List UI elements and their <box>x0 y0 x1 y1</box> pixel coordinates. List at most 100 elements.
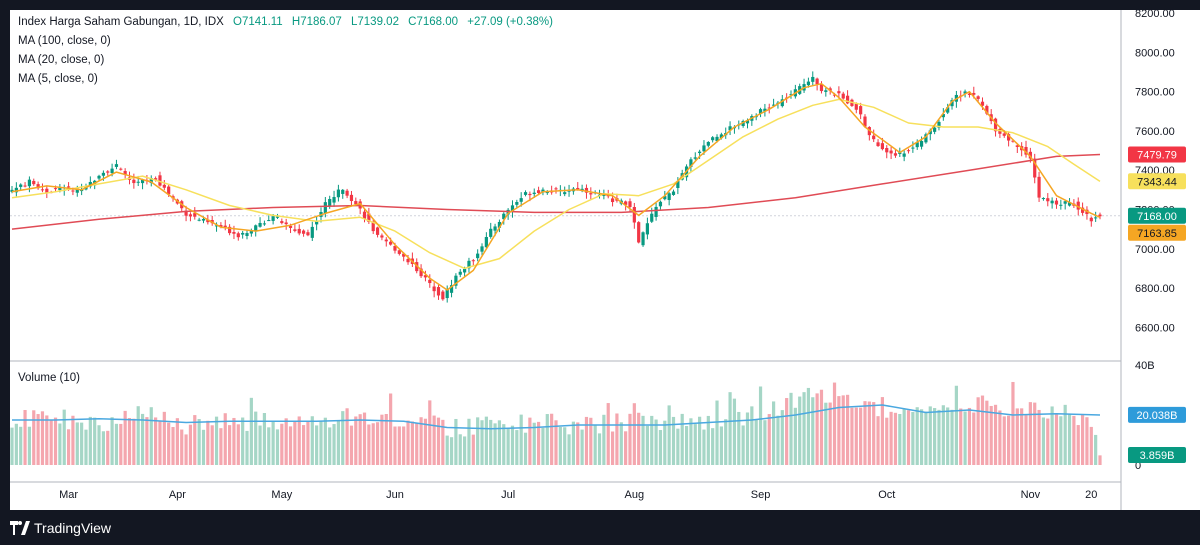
volume-bar <box>667 405 671 465</box>
volume-bar <box>171 426 175 465</box>
volume-bar <box>911 411 915 465</box>
volume-bar <box>584 416 589 465</box>
ma100-legend[interactable]: MA (100, close, 0) <box>18 35 111 47</box>
candle-body <box>393 245 397 251</box>
volume-bar <box>915 407 919 465</box>
candle-body <box>1063 201 1067 204</box>
volume-bar <box>1098 455 1102 465</box>
volume-bar <box>785 398 789 465</box>
volume-bar <box>693 424 697 465</box>
candle-body <box>428 279 432 284</box>
candle-body <box>602 194 606 196</box>
volume-bar <box>423 418 428 465</box>
candle-body <box>628 201 632 207</box>
volume-bar <box>341 411 345 465</box>
volume-bar <box>149 407 153 465</box>
volume-bar <box>1085 417 1089 465</box>
volume-bar <box>1050 406 1054 465</box>
volume-bar <box>262 413 267 465</box>
time-tick-label: Apr <box>169 489 186 501</box>
close-value: C7168.00 <box>408 16 459 28</box>
candle-body <box>676 180 680 188</box>
candle-body <box>711 137 715 141</box>
candle-body <box>280 221 284 224</box>
volume-bar <box>23 409 27 465</box>
candle-body <box>741 121 745 127</box>
candle-body <box>188 214 193 217</box>
candle-body <box>14 187 18 193</box>
candle-body <box>293 229 297 231</box>
candle-body <box>454 275 458 286</box>
volume-bar <box>767 414 771 465</box>
volume-bar <box>715 400 719 465</box>
volume-bar <box>1037 409 1041 465</box>
volume-bar <box>284 418 288 465</box>
volume-bar <box>898 413 902 465</box>
volume-bar <box>454 418 458 465</box>
volume-bar <box>832 382 837 465</box>
candle-body <box>1094 217 1098 219</box>
volume-bar <box>406 420 410 465</box>
volume-bar <box>197 419 201 465</box>
volume-bar <box>654 419 658 465</box>
ma20-legend[interactable]: MA (20, close, 0) <box>18 54 105 66</box>
volume-bar <box>328 427 332 465</box>
volume-bar <box>632 403 636 465</box>
volume-bar <box>732 398 737 465</box>
volume-bar <box>110 417 114 465</box>
candle-body <box>362 211 367 219</box>
candle-body <box>719 134 723 139</box>
volume-bar <box>698 416 702 465</box>
volume-bar <box>776 415 780 465</box>
tradingview-logo[interactable]: TradingView <box>10 518 111 538</box>
ma5-legend[interactable]: MA (5, close, 0) <box>18 73 98 85</box>
volume-bar <box>275 429 280 465</box>
candle-body <box>941 114 945 118</box>
volume-bar <box>297 416 301 465</box>
candle-body <box>837 91 841 94</box>
candle-body <box>380 235 384 238</box>
candle-body <box>715 136 719 142</box>
candle-body <box>663 196 667 200</box>
volume-bar <box>798 396 802 465</box>
volume-legend[interactable]: Volume (10) <box>18 372 81 384</box>
volume-bar <box>306 420 310 465</box>
price-axis-area[interactable] <box>1121 10 1200 510</box>
volume-bar <box>606 403 610 465</box>
candle-body <box>545 192 549 194</box>
candle-body <box>384 239 388 242</box>
volume-bar <box>441 419 445 465</box>
candle-body <box>445 289 449 299</box>
volume-bar <box>71 415 75 465</box>
candle-body <box>110 168 114 174</box>
candle-body <box>915 142 919 148</box>
volume-bar <box>119 423 123 465</box>
candle-body <box>632 207 636 223</box>
candle-body <box>985 105 989 114</box>
volume-bar <box>950 409 954 465</box>
volume-bar <box>280 423 284 465</box>
candle-body <box>397 250 401 254</box>
candle-body <box>637 222 641 243</box>
time-tick-label: Jun <box>386 489 404 501</box>
candle-body <box>859 106 863 115</box>
volume-bar <box>445 435 449 465</box>
candle-body <box>306 232 310 236</box>
volume-bar <box>963 411 967 465</box>
volume-bar <box>432 415 436 465</box>
volume-bar <box>980 395 985 465</box>
volume-bar <box>254 411 258 465</box>
volume-bar <box>1080 414 1085 465</box>
candle-body <box>463 269 467 273</box>
candle-body <box>140 179 145 184</box>
volume-bar <box>515 430 519 465</box>
volume-bar <box>358 414 362 465</box>
change-value: +27.09 (+0.38%) <box>467 16 553 28</box>
volume-bar <box>362 412 367 465</box>
time-tick-label: 20 <box>1085 489 1097 501</box>
volume-bar <box>53 417 58 465</box>
volume-bar <box>167 422 171 465</box>
candle-body <box>1089 217 1093 222</box>
volume-bar <box>371 423 375 465</box>
